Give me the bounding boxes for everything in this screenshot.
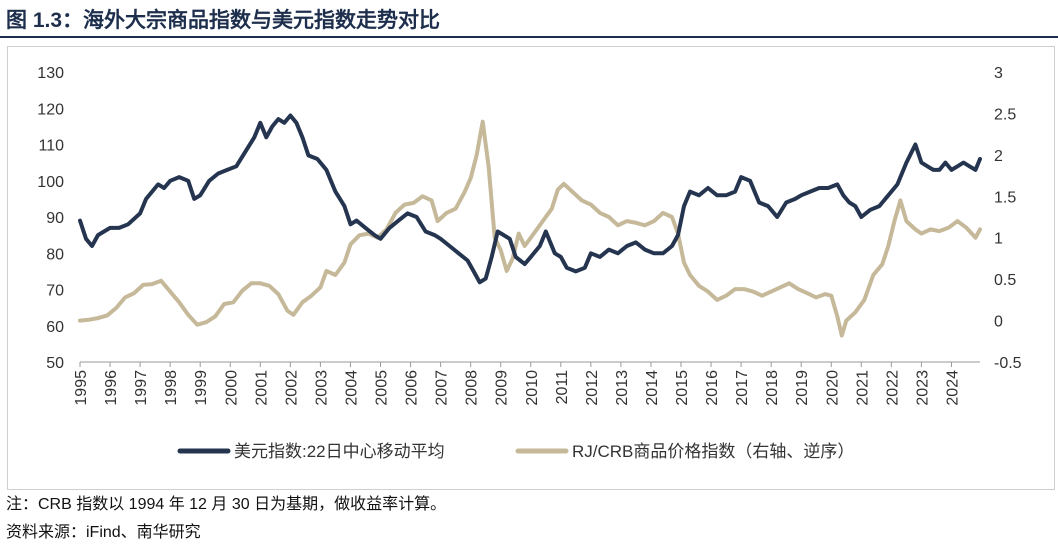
- x-tick-label: 2005: [374, 370, 391, 406]
- x-tick-label: 2007: [434, 370, 451, 406]
- y-right-tick-label: 2: [994, 148, 1003, 165]
- x-tick-label: 2004: [343, 370, 360, 406]
- x-tick-label: 2014: [644, 370, 661, 406]
- x-tick-label: 2021: [854, 370, 871, 406]
- x-tick-label: 2010: [524, 370, 541, 406]
- legend-usd-label: 美元指数:22日中心移动平均: [234, 442, 445, 461]
- y-right-tick-label: 1: [994, 231, 1003, 248]
- x-tick-label: 1999: [193, 370, 210, 406]
- y-left-tick-label: 50: [46, 355, 64, 372]
- chart-legend: 美元指数:22日中心移动平均 RJ/CRB商品价格指数（右轴、逆序）: [177, 442, 854, 461]
- x-tick-label: 2002: [283, 370, 300, 406]
- x-tick-label: 2024: [944, 370, 961, 406]
- x-tick-label: 2023: [914, 370, 931, 406]
- y-right-tick-label: 2.5: [994, 106, 1016, 123]
- chart-series: [78, 113, 982, 338]
- x-tick-label: 1998: [163, 370, 180, 406]
- x-tick-label: 1997: [133, 370, 150, 406]
- title-rule: [0, 36, 1058, 38]
- y-right-tick-label: 0: [994, 314, 1003, 331]
- y-right-tick-label: 3: [994, 65, 1003, 82]
- crb-index-series-line: [78, 119, 982, 338]
- y-left-tick-label: 130: [37, 65, 64, 82]
- x-tick-label: 2001: [253, 370, 270, 406]
- y-left-tick-label: 60: [46, 319, 64, 336]
- y-left-tick-label: 90: [46, 210, 64, 227]
- x-tick-label: 2012: [584, 370, 601, 406]
- page-title: 图 1.3：海外大宗商品指数与美元指数走势对比: [6, 9, 441, 32]
- y-left-tick-label: 80: [46, 246, 64, 263]
- y-left-tick-label: 70: [46, 283, 64, 300]
- x-tick-label: 1996: [103, 370, 120, 406]
- x-tick-label: 2020: [824, 370, 841, 406]
- x-tick-label: 1995: [73, 370, 90, 406]
- x-tick-label: 2008: [464, 370, 481, 406]
- chart-axes: 130 120 110 100 90 80 70 60 50 3 2.5 2 1.5 1 0.5 0 -0.5 1…: [37, 65, 1021, 406]
- chart-source: 资料来源：iFind、南华研究: [6, 524, 201, 541]
- y-left-tick-label: 120: [37, 101, 64, 118]
- x-tick-label: 2000: [223, 370, 240, 406]
- x-tick-label: 2006: [404, 370, 421, 406]
- x-tick-label: 2015: [674, 370, 691, 406]
- x-tick-label: 2017: [734, 370, 751, 406]
- x-tick-label: 2018: [764, 370, 781, 406]
- chart-note: 注：CRB 指数以 1994 年 12 月 30 日为基期，做收益率计算。: [6, 496, 447, 513]
- x-tick-label: 2019: [794, 370, 811, 406]
- x-tick-label: 2011: [554, 370, 571, 405]
- y-left-tick-label: 110: [38, 138, 64, 155]
- x-tick-label: 2016: [704, 370, 721, 406]
- x-tick-label: 2003: [313, 370, 330, 406]
- x-tick-label: 2009: [494, 370, 511, 406]
- x-tick-label: 2022: [884, 370, 901, 406]
- x-tick-label: 2013: [614, 370, 631, 406]
- y-right-tick-label: 1.5: [994, 189, 1016, 206]
- usd-index-series-line: [78, 113, 982, 285]
- legend-crb-label: RJ/CRB商品价格指数（右轴、逆序）: [572, 442, 854, 461]
- y-left-tick-label: 100: [37, 174, 64, 191]
- y-right-tick-label: 0.5: [994, 272, 1016, 289]
- y-right-tick-label: -0.5: [994, 355, 1022, 372]
- title-bar: 图 1.3：海外大宗商品指数与美元指数走势对比: [0, 0, 1058, 38]
